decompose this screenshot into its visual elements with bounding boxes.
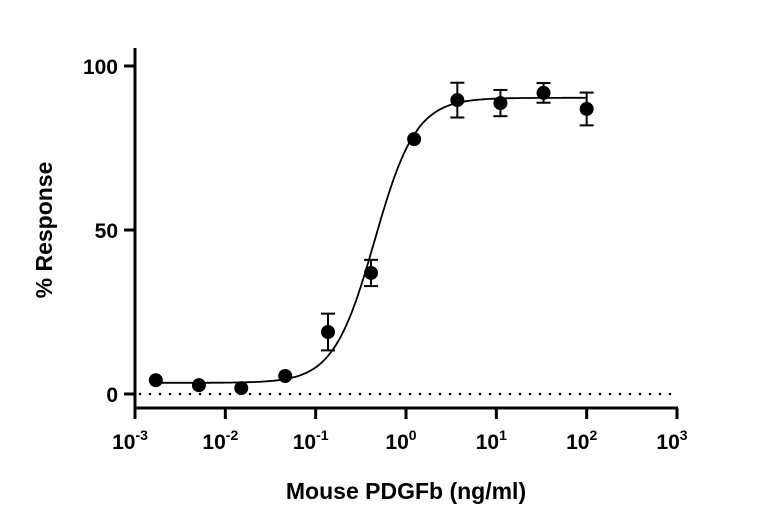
x-tick-base: 10 [293, 431, 316, 454]
x-tick-exponent: 2 [589, 427, 597, 443]
x-ticks: 10-3 10-2 10-1 100 101 102 103 [112, 408, 688, 454]
y-tick-label: 50 [95, 220, 118, 243]
y-ticks: 0 50 100 [83, 56, 135, 407]
x-tick-label: 10-3 [112, 427, 148, 454]
data-point [364, 265, 379, 280]
x-tick-label: 10-2 [202, 427, 238, 454]
axes [133, 48, 678, 410]
y-axis-title: % Response [31, 162, 57, 299]
x-tick-label: 10-1 [293, 427, 329, 454]
data-points [148, 81, 594, 396]
x-tick-label: 103 [656, 427, 687, 454]
x-axis-title: Mouse PDGFb (ng/ml) [286, 478, 526, 504]
x-tick-label: 100 [385, 427, 416, 454]
data-point [536, 85, 551, 100]
x-tick-label: 102 [566, 427, 597, 454]
x-tick-exponent: -1 [316, 427, 329, 443]
data-point [278, 368, 293, 383]
data-point [321, 325, 336, 340]
data-point [234, 381, 249, 396]
x-tick-base: 10 [566, 431, 589, 454]
data-point [191, 378, 206, 393]
data-point [407, 132, 422, 147]
data-point [579, 101, 594, 116]
x-tick-base: 10 [112, 431, 135, 454]
x-tick-exponent: 3 [680, 427, 688, 443]
x-tick-base: 10 [476, 431, 499, 454]
x-tick-base: 10 [385, 431, 408, 454]
x-tick-exponent: -3 [135, 427, 148, 443]
data-point [493, 96, 508, 111]
fit-curve [155, 96, 587, 384]
x-tick-base: 10 [656, 431, 679, 454]
x-tick-label: 101 [476, 427, 507, 454]
data-point [450, 93, 465, 108]
x-tick-exponent: 0 [409, 427, 417, 443]
y-tick-label: 0 [106, 384, 118, 407]
x-tick-exponent: 1 [499, 427, 507, 443]
x-tick-base: 10 [202, 431, 225, 454]
data-point [148, 373, 163, 388]
x-tick-exponent: -2 [226, 427, 239, 443]
y-tick-label: 100 [83, 56, 118, 79]
